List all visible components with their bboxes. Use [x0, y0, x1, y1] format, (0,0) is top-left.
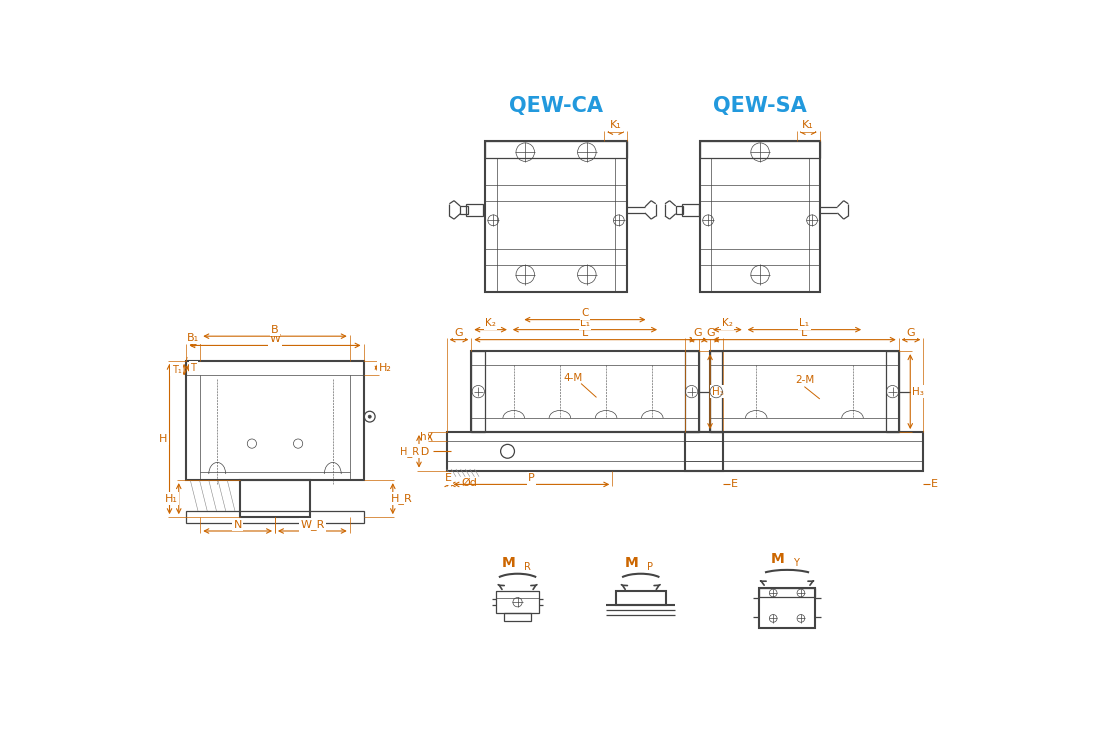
Bar — [460, 206, 467, 214]
Text: L₁: L₁ — [800, 318, 810, 329]
Text: H: H — [160, 434, 167, 444]
Bar — [186, 361, 363, 481]
Text: L₁: L₁ — [580, 318, 590, 329]
Text: G: G — [454, 328, 463, 337]
Bar — [759, 588, 815, 597]
Text: ØD: ØD — [412, 446, 430, 456]
Text: B: B — [272, 325, 278, 335]
Bar — [472, 351, 485, 432]
Text: C: C — [581, 308, 589, 318]
Text: L: L — [582, 328, 588, 337]
Bar — [485, 142, 627, 291]
Text: T: T — [190, 363, 196, 372]
Text: E: E — [931, 480, 938, 489]
Text: N: N — [233, 520, 242, 530]
Bar — [472, 351, 698, 432]
Bar — [496, 592, 539, 597]
Text: K₂: K₂ — [485, 318, 496, 329]
Text: 4-M: 4-M — [563, 373, 583, 383]
Bar — [913, 389, 918, 395]
Text: H₃: H₃ — [712, 387, 724, 396]
Text: R: R — [524, 562, 530, 572]
Text: E: E — [446, 473, 452, 484]
Text: P: P — [528, 473, 535, 484]
Text: H_R: H_R — [392, 493, 412, 504]
Text: G: G — [706, 328, 715, 337]
Text: QEW-SA: QEW-SA — [713, 96, 807, 116]
Text: W: W — [270, 335, 280, 344]
Text: H₃: H₃ — [912, 387, 924, 396]
Bar — [675, 206, 683, 214]
Bar — [186, 511, 363, 522]
Text: H_R: H_R — [400, 446, 419, 457]
Text: 2-M: 2-M — [794, 375, 814, 385]
Bar — [711, 389, 716, 395]
Text: Ød: Ød — [462, 478, 477, 488]
Bar — [701, 142, 820, 159]
Text: K₁: K₁ — [802, 120, 814, 130]
Text: M: M — [502, 556, 515, 570]
Text: L: L — [801, 328, 807, 337]
Bar — [241, 481, 310, 517]
Bar — [684, 351, 699, 432]
Text: E: E — [730, 480, 738, 489]
Bar — [496, 592, 539, 613]
Text: B₁: B₁ — [187, 333, 199, 343]
Text: QEW-CA: QEW-CA — [509, 96, 603, 116]
Text: h: h — [420, 431, 427, 442]
Text: M: M — [625, 556, 638, 570]
Bar — [466, 203, 483, 216]
Bar — [887, 351, 899, 432]
Text: W_R: W_R — [300, 519, 324, 530]
Bar — [682, 203, 698, 216]
Text: H₂: H₂ — [378, 363, 392, 372]
Text: K₂: K₂ — [722, 318, 733, 329]
Bar — [447, 432, 723, 471]
Bar — [616, 592, 666, 605]
Text: M: M — [771, 552, 784, 566]
Text: G: G — [693, 328, 702, 337]
Bar — [759, 588, 815, 627]
Bar — [701, 142, 820, 291]
Text: T₁: T₁ — [172, 365, 182, 375]
Circle shape — [368, 415, 372, 418]
Text: P: P — [647, 562, 653, 572]
Bar — [485, 142, 627, 159]
Text: Y: Y — [793, 558, 799, 568]
Bar — [711, 351, 899, 432]
Bar — [711, 351, 723, 432]
Bar — [685, 432, 923, 471]
Text: G: G — [906, 328, 915, 337]
Text: K₁: K₁ — [609, 120, 622, 130]
Bar — [504, 613, 531, 621]
Text: H₁: H₁ — [165, 494, 177, 504]
